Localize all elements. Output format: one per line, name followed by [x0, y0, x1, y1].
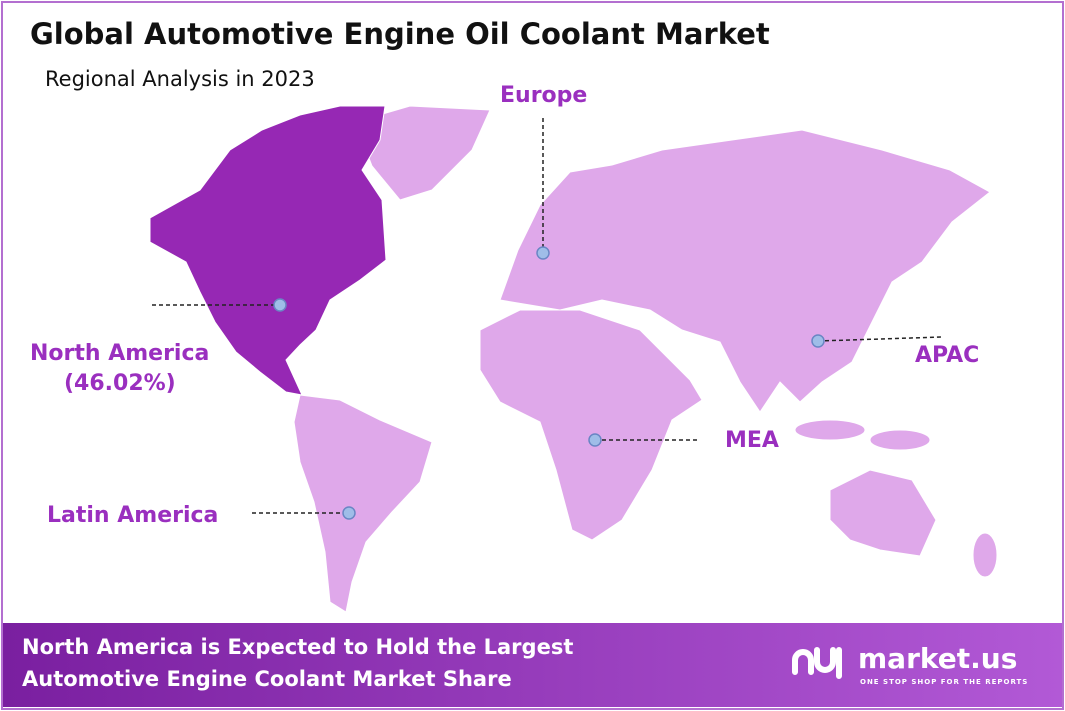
subtitle: Regional Analysis in 2023: [45, 67, 315, 91]
marker: [536, 246, 550, 260]
region-label: Latin America: [47, 503, 218, 528]
tagline: ONE STOP SHOP FOR THE REPORTS: [860, 678, 1028, 686]
new-guinea: [869, 429, 931, 451]
marker: [342, 506, 356, 520]
marker: [273, 298, 287, 312]
footer-text: North America is Expected to Hold the La…: [22, 635, 573, 659]
new-zealand: [972, 532, 998, 578]
north-america: [149, 105, 387, 396]
eurasia: [499, 129, 991, 413]
callouts: [152, 118, 943, 520]
world-map: [149, 105, 998, 613]
region-label: APAC: [915, 343, 979, 368]
footer-text: Automotive Engine Coolant Market Share: [22, 667, 512, 691]
region-label: Europe: [500, 83, 587, 108]
title: Global Automotive Engine Oil Coolant Mar…: [30, 17, 770, 51]
region-label: North America: [30, 341, 209, 366]
australia: [829, 469, 937, 557]
region-label: MEA: [725, 428, 779, 453]
africa: [479, 309, 703, 541]
marker: [811, 334, 825, 348]
logo-icon: [792, 647, 842, 679]
indonesia: [794, 419, 866, 441]
greenland: [354, 105, 491, 201]
south-america: [293, 394, 433, 613]
region-share: (46.02%): [64, 371, 176, 396]
marker: [588, 433, 602, 447]
footer-bar: [3, 623, 1062, 707]
brand: market.us: [858, 642, 1017, 675]
logo: market.us ONE STOP SHOP FOR THE REPORTS: [792, 642, 1028, 686]
